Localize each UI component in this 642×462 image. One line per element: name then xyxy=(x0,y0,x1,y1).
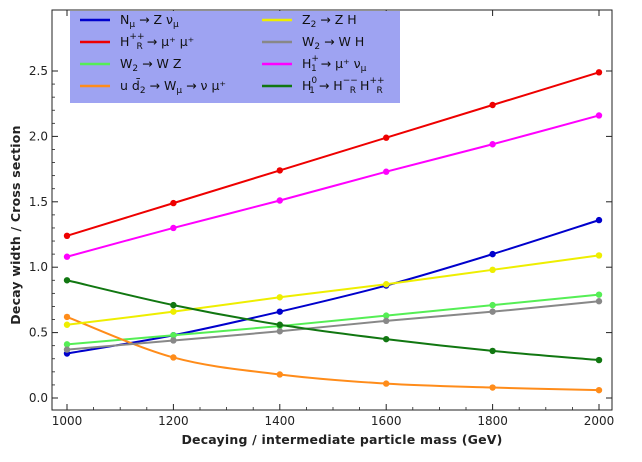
series-layer xyxy=(63,69,603,394)
series-line-w2-w-h xyxy=(66,300,600,351)
data-point-h1-0-hr-hr xyxy=(595,356,603,364)
x-tick-label: 1000 xyxy=(52,414,83,428)
legend-label: Z2 → Z H xyxy=(302,12,357,30)
x-axis: 1000 1200 1400 1600 1800 2000 xyxy=(52,10,615,428)
data-point-h1-p-mu-nu xyxy=(276,197,283,204)
data-point-h1-0-hr-hr xyxy=(276,321,283,328)
data-point-ud-w2-nu-mu xyxy=(383,380,390,387)
series-h1-0-hr-hr xyxy=(63,277,603,364)
series-line-w2-w-z xyxy=(66,293,600,346)
data-point-h1-0-hr-hr xyxy=(489,347,496,355)
data-point-z2-z-h xyxy=(170,308,177,315)
data-point-h1-p-mu-nu xyxy=(170,224,177,232)
x-tick-label: 1800 xyxy=(477,414,508,428)
legend-item-hr-pp-mu-mu: H++ R → μ⁺ μ⁺ xyxy=(80,32,194,52)
data-point-h1-0-hr-hr xyxy=(170,301,177,309)
data-point-z2-z-h xyxy=(595,252,603,259)
data-point-n-mu-z-nu xyxy=(276,308,283,315)
data-point-w2-w-z xyxy=(489,301,496,309)
data-point-w2-w-h xyxy=(383,317,390,325)
data-point-z2-z-h xyxy=(276,294,283,301)
series-line-z2-z-h xyxy=(66,254,600,326)
legend-label: Nμ → Z νμ xyxy=(120,12,179,30)
legend-label: W2 → W Z xyxy=(120,56,181,74)
series-hr-pp-mu-mu xyxy=(63,69,603,240)
legend-label: H++ R → μ⁺ μ⁺ xyxy=(120,32,194,52)
data-point-ud-w2-nu-mu xyxy=(170,354,177,361)
data-point-h1-0-hr-hr xyxy=(383,335,390,343)
data-point-h1-p-mu-nu xyxy=(489,141,496,148)
legend-item-h1-0-hr-hr: H0 1 → H−− R H++ R xyxy=(262,76,385,96)
legend: Nμ → Z νμ H++ R → μ⁺ μ⁺ W2 → W Z u d̄2 → Wμ … xyxy=(70,11,400,103)
series-w2-w-z xyxy=(63,291,603,348)
data-point-n-mu-z-nu xyxy=(489,250,496,258)
series-line-h1-0-hr-hr xyxy=(66,279,600,362)
data-point-hr-pp-mu-mu xyxy=(276,167,283,174)
legend-item-z2-z-h: Z2 → Z H xyxy=(262,12,357,30)
data-point-hr-pp-mu-mu xyxy=(383,134,390,141)
plot-frame xyxy=(51,9,613,411)
data-point-w2-w-h xyxy=(595,298,603,305)
series-line-n-mu-z-nu xyxy=(66,219,600,355)
legend-label: W2 → W H xyxy=(302,34,364,52)
legend-item-w2-w-z: W2 → W Z xyxy=(80,56,181,74)
data-point-ud-w2-nu-mu xyxy=(489,384,496,391)
data-point-h1-p-mu-nu xyxy=(595,112,603,119)
data-point-ud-w2-nu-mu xyxy=(595,386,603,394)
series-w2-w-h xyxy=(63,298,603,353)
data-point-w2-w-h xyxy=(170,337,177,344)
data-point-z2-z-h xyxy=(383,281,390,288)
series-ud-w2-nu-mu xyxy=(63,313,603,394)
legend-label: u d̄2 → Wμ → ν μ⁺ xyxy=(120,78,226,96)
data-point-w2-w-h xyxy=(63,346,71,353)
legend-label: H+ 1 → μ⁺ νμ xyxy=(302,54,367,74)
data-point-w2-w-z xyxy=(595,291,603,298)
data-point-w2-w-z xyxy=(170,332,177,339)
data-point-z2-z-h xyxy=(63,321,71,328)
data-point-ud-w2-nu-mu xyxy=(63,313,71,321)
data-point-ud-w2-nu-mu xyxy=(276,371,283,378)
plot-border xyxy=(51,9,613,411)
data-point-hr-pp-mu-mu xyxy=(63,232,71,240)
y-tick-label: 1.5 xyxy=(29,195,48,209)
data-point-w2-w-h xyxy=(276,328,283,335)
x-axis-title: Decaying / intermediate particle mass (G… xyxy=(181,432,502,447)
legend-item-h1-p-mu-nu: H+ 1 → μ⁺ νμ xyxy=(262,54,367,74)
series-z2-z-h xyxy=(63,252,603,328)
data-point-w2-w-h xyxy=(489,308,496,315)
data-point-h1-p-mu-nu xyxy=(63,253,71,260)
data-point-w2-w-z xyxy=(63,341,71,348)
data-point-hr-pp-mu-mu xyxy=(595,69,603,76)
data-point-z2-z-h xyxy=(489,266,496,274)
x-tick-label: 1200 xyxy=(158,414,189,428)
data-point-n-mu-z-nu xyxy=(595,216,603,224)
y-tick-label: 0.0 xyxy=(29,391,48,405)
legend-label: H0 1 → H−− R H++ R xyxy=(302,76,385,96)
series-line-ud-w2-nu-mu xyxy=(66,315,600,392)
data-point-h1-p-mu-nu xyxy=(383,168,390,175)
data-point-hr-pp-mu-mu xyxy=(489,101,496,109)
y-axis: 0.0 0.5 1.0 1.5 2.0 2.5 xyxy=(29,64,612,405)
y-tick-label: 0.5 xyxy=(29,326,48,340)
legend-item-w2-w-h: W2 → W H xyxy=(262,34,364,52)
series-h1-p-mu-nu xyxy=(63,112,603,260)
series-n-mu-z-nu xyxy=(63,216,603,357)
x-tick-label: 1600 xyxy=(371,414,402,428)
data-point-hr-pp-mu-mu xyxy=(170,199,177,207)
series-line-hr-pp-mu-mu xyxy=(66,71,600,237)
series-line-h1-p-mu-nu xyxy=(66,114,600,258)
y-tick-label: 1.0 xyxy=(29,260,48,274)
legend-item-ud-w2-nu-mu: u d̄2 → Wμ → ν μ⁺ xyxy=(80,78,226,96)
legend-box xyxy=(70,11,400,103)
data-point-h1-0-hr-hr xyxy=(63,277,71,284)
legend-item-n-mu-z-nu: Nμ → Z νμ xyxy=(80,12,179,30)
data-point-w2-w-z xyxy=(383,312,390,319)
y-tick-label: 2.0 xyxy=(29,129,48,143)
x-tick-label: 2000 xyxy=(584,414,615,428)
y-axis-title: Decay width / Cross section xyxy=(8,125,23,324)
x-tick-label: 1400 xyxy=(265,414,296,428)
y-tick-label: 2.5 xyxy=(29,64,48,78)
